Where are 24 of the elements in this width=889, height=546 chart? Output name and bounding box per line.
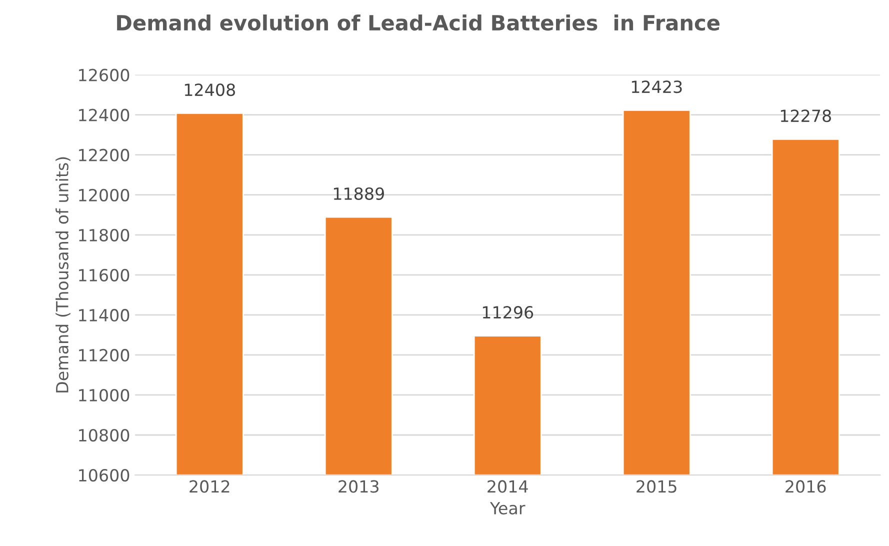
- y-tick-label: 10600: [79, 468, 130, 482]
- y-tick-label: 11000: [79, 388, 130, 402]
- y-tick-label: 12200: [79, 148, 130, 162]
- data-label: 12408: [184, 84, 235, 96]
- x-tick-label: 2012: [190, 480, 230, 493]
- y-tick-label: 12400: [79, 108, 130, 122]
- data-label: 12423: [632, 80, 682, 94]
- x-tick-label: 2016: [786, 480, 826, 493]
- x-tick-label: 2014: [488, 480, 528, 493]
- y-tick-label: 12000: [79, 188, 130, 202]
- chart-title: Demand evolution of Lead-Acid Batteries in France: [117, 14, 720, 31]
- y-tick-label: 12600: [79, 68, 130, 82]
- y-tick-label: 11600: [79, 268, 130, 282]
- y-tick-label: 11400: [79, 308, 130, 322]
- y-axis-title: Demand (Thousand of units): [56, 157, 70, 392]
- data-label: 11296: [482, 306, 534, 319]
- y-tick-label: 11800: [79, 228, 130, 242]
- x-axis-title: Year: [490, 502, 526, 514]
- data-label: 12278: [780, 110, 831, 122]
- x-tick-label: 2013: [338, 480, 378, 493]
- x-tick-label: 2015: [636, 480, 676, 493]
- data-label: 11889: [334, 187, 384, 200]
- y-tick-label: 11200: [79, 348, 130, 362]
- y-tick-label: 10800: [79, 428, 130, 442]
